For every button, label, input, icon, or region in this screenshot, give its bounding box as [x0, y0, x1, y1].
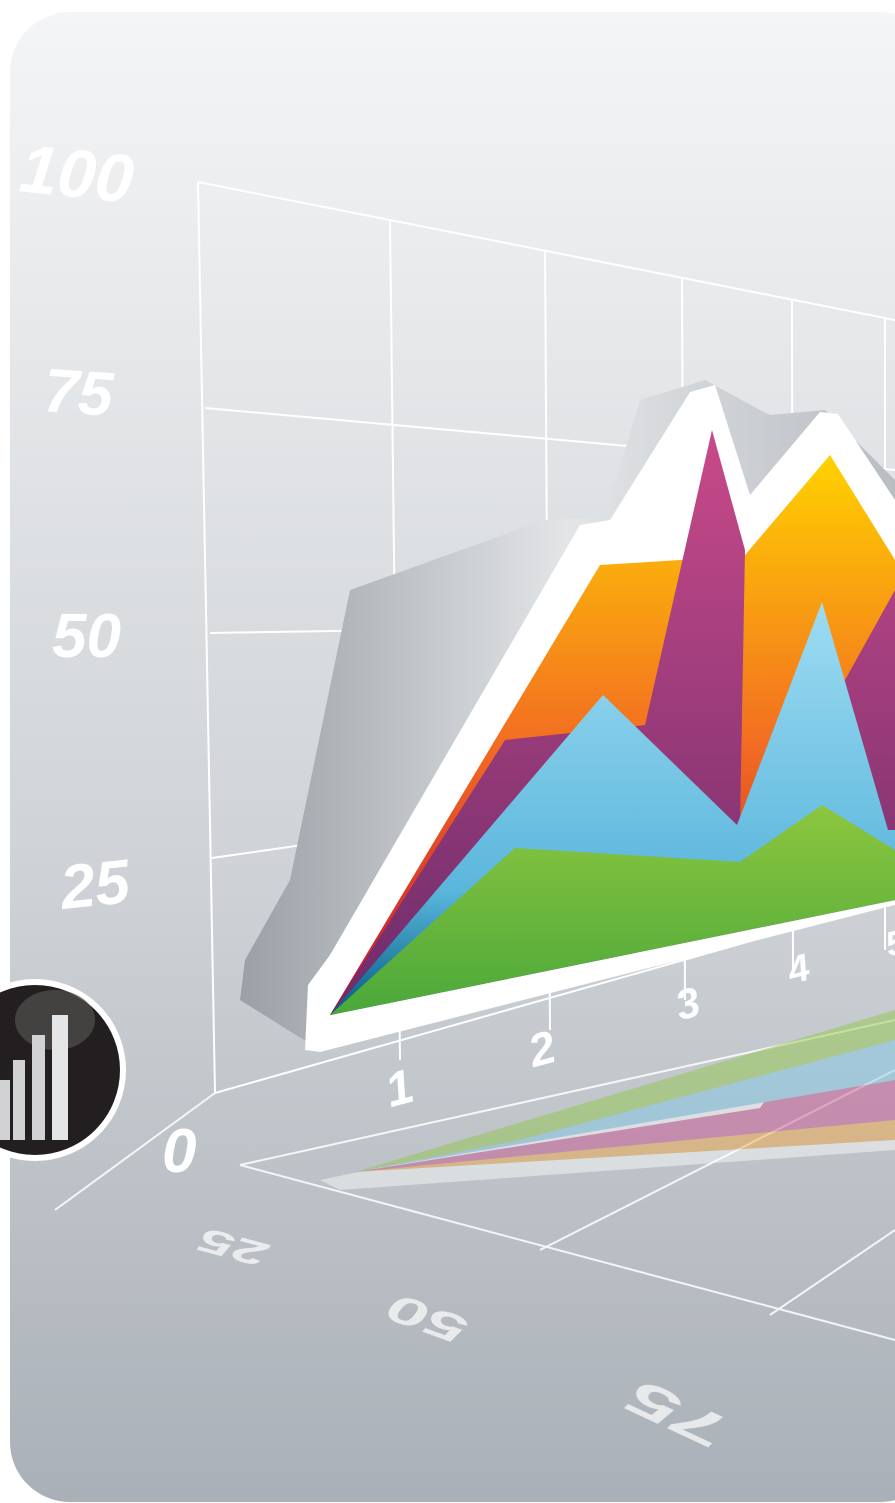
y-label: 0	[162, 1117, 196, 1186]
y-axis-labels: 100 75 50 25 0	[16, 130, 196, 1186]
y-label: 25	[56, 847, 134, 923]
y-label: 100	[16, 130, 137, 217]
y-label: 50	[52, 602, 121, 671]
chart-icon	[0, 979, 126, 1161]
y-label: 75	[42, 356, 117, 430]
reflection	[320, 1010, 895, 1190]
area-chart-3d	[240, 380, 895, 1052]
floor-grid	[54, 1019, 895, 1341]
